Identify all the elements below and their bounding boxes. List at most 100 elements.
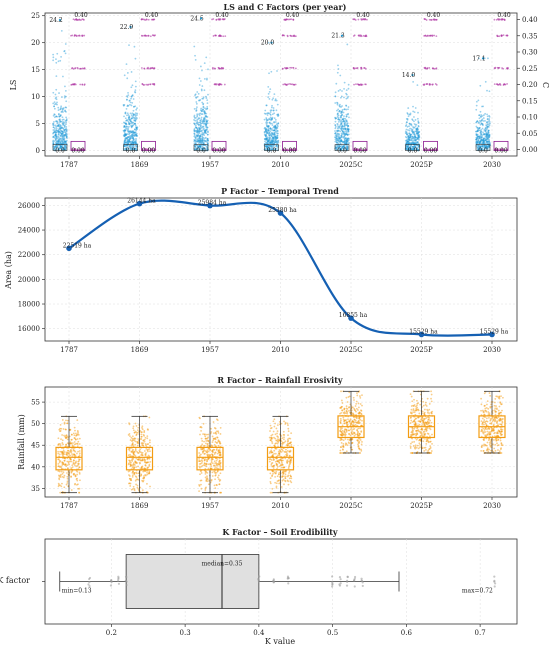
- r-point: [207, 433, 210, 436]
- c-min-label: 0.00: [71, 148, 85, 155]
- p-x-tick-label: 1957: [201, 346, 219, 354]
- c-point: [222, 67, 225, 69]
- ls-point: [131, 141, 134, 144]
- r-point: [357, 445, 360, 447]
- r-point: [428, 435, 431, 438]
- r-point: [216, 452, 219, 455]
- c-point: [290, 66, 293, 69]
- ls-point: [475, 142, 478, 145]
- ls-point: [345, 104, 348, 107]
- ls-point: [64, 131, 67, 134]
- ls-point: [476, 120, 479, 122]
- ls-x-tick-label: 1869: [131, 161, 149, 169]
- r-point: [144, 453, 147, 455]
- ls-point: [200, 130, 203, 133]
- ls-point: [484, 112, 487, 115]
- r-point: [73, 459, 75, 462]
- ls-point: [123, 130, 126, 133]
- ls-point: [267, 132, 270, 134]
- r-point: [214, 444, 217, 447]
- ls-point: [277, 132, 279, 135]
- r-point: [206, 442, 209, 445]
- ls-point: [54, 97, 57, 100]
- ls-point: [205, 115, 208, 117]
- ls-point: [265, 128, 268, 131]
- c-point: [423, 18, 426, 21]
- r-point: [343, 422, 346, 425]
- r-point: [340, 446, 342, 448]
- ls-point: [57, 146, 60, 149]
- ls-point: [132, 145, 135, 148]
- ls-point: [268, 117, 271, 120]
- r-point: [340, 399, 343, 402]
- ls-point: [135, 142, 138, 145]
- ls-point: [408, 129, 411, 132]
- r-point: [411, 400, 414, 403]
- ls-point: [197, 123, 200, 126]
- r-point: [358, 432, 361, 435]
- ls-point: [193, 119, 195, 121]
- ls-point: [271, 136, 274, 139]
- r-point: [414, 444, 417, 447]
- ls-point: [123, 142, 125, 145]
- ls-point: [65, 132, 68, 135]
- ls-point: [276, 103, 279, 106]
- r-point: [217, 478, 220, 481]
- ls-point: [130, 140, 133, 143]
- r-point: [268, 458, 271, 461]
- ls-point: [62, 123, 65, 125]
- ls-point: [199, 122, 202, 124]
- r-point: [410, 395, 413, 398]
- r-point: [290, 443, 293, 446]
- r-point: [133, 431, 136, 434]
- ls-point: [206, 107, 209, 110]
- ls-point: [271, 140, 274, 142]
- ls-point: [204, 122, 207, 125]
- ls-point: [54, 116, 56, 119]
- r-point: [214, 431, 217, 434]
- ls-point: [124, 139, 126, 142]
- c-point: [285, 83, 287, 86]
- ls-point: [343, 132, 346, 135]
- r-point: [62, 451, 64, 454]
- r-point: [430, 421, 433, 424]
- ls-point: [200, 124, 202, 127]
- ls-point: [132, 113, 135, 116]
- ls-point: [124, 139, 127, 142]
- r-point: [198, 460, 201, 462]
- r-point: [275, 462, 278, 465]
- r-point: [62, 452, 64, 455]
- r-point: [273, 464, 276, 467]
- ls-point: [54, 120, 57, 123]
- ls-point: [130, 117, 133, 120]
- ls-max-label: 14.0: [402, 72, 416, 79]
- ls-point: [131, 147, 134, 150]
- r-point: [272, 453, 274, 456]
- r-point: [203, 440, 205, 443]
- ls-point: [129, 131, 132, 134]
- ls-point: [269, 137, 272, 140]
- c-point: [428, 18, 431, 21]
- ls-point: [204, 131, 206, 133]
- ls-point: [56, 125, 59, 127]
- ls-point: [52, 91, 55, 94]
- ls-point: [130, 125, 133, 128]
- ls-point: [57, 124, 60, 127]
- ls-point: [197, 145, 200, 148]
- ls-point: [128, 147, 130, 150]
- ls-point: [198, 132, 201, 135]
- r-point: [57, 470, 60, 472]
- ls-point: [55, 120, 58, 122]
- ls-point: [341, 110, 344, 113]
- c-box: [70, 140, 86, 151]
- ls-point: [196, 91, 199, 93]
- c-point: [215, 19, 218, 21]
- ls-point: [206, 142, 209, 144]
- ls-c-panel: LS and C Factors (per year) LS C 24.20.4…: [9, 2, 550, 169]
- r-point: [205, 450, 208, 453]
- ls-point: [123, 144, 126, 147]
- r-point: [214, 471, 216, 474]
- ls-point: [199, 109, 202, 112]
- ls-point: [131, 135, 134, 138]
- ls-point: [343, 124, 346, 127]
